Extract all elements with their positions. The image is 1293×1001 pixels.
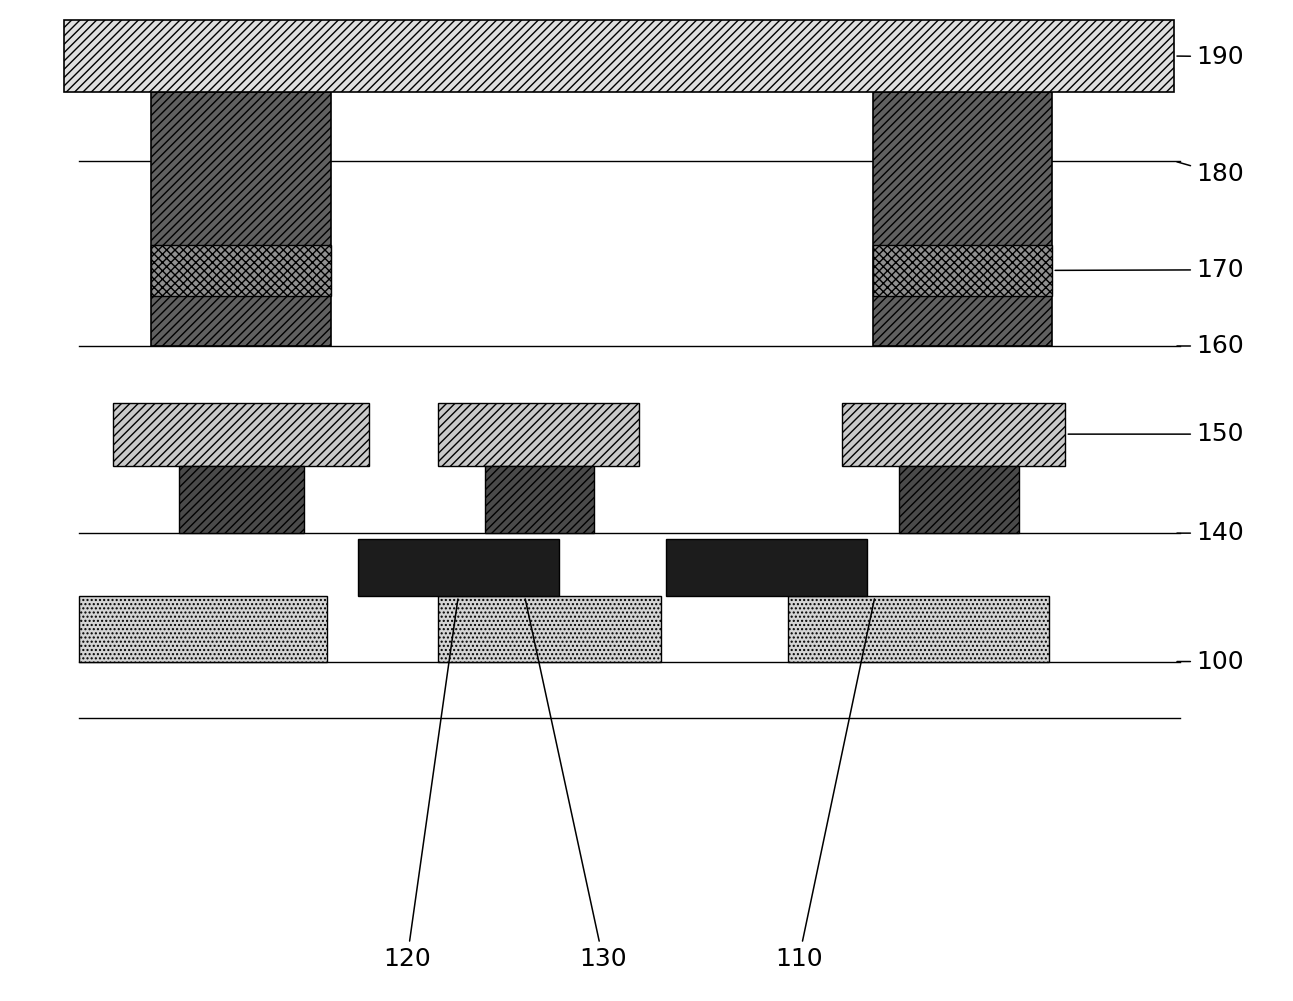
Text: 170: 170 <box>1055 258 1244 282</box>
Text: 120: 120 <box>383 599 458 971</box>
Bar <box>485 465 595 534</box>
Bar <box>842 402 1065 465</box>
Bar <box>873 245 1053 296</box>
Text: 150: 150 <box>1068 422 1244 446</box>
Bar <box>79 597 327 662</box>
Text: 180: 180 <box>1177 162 1244 186</box>
Text: 140: 140 <box>1177 522 1244 546</box>
Bar <box>873 92 1053 346</box>
Text: 110: 110 <box>775 599 874 971</box>
Bar <box>666 539 868 597</box>
Bar <box>787 597 1049 662</box>
Text: 190: 190 <box>1177 45 1244 69</box>
Bar <box>151 92 331 346</box>
Bar <box>437 402 639 465</box>
Bar <box>899 465 1019 534</box>
Bar <box>65 20 1174 92</box>
Bar <box>114 402 369 465</box>
Bar <box>358 539 560 597</box>
Text: 100: 100 <box>1177 650 1244 674</box>
Bar <box>151 245 331 296</box>
Text: 160: 160 <box>1177 334 1244 358</box>
Bar <box>437 597 661 662</box>
Text: 130: 130 <box>525 599 627 971</box>
Bar <box>178 465 304 534</box>
